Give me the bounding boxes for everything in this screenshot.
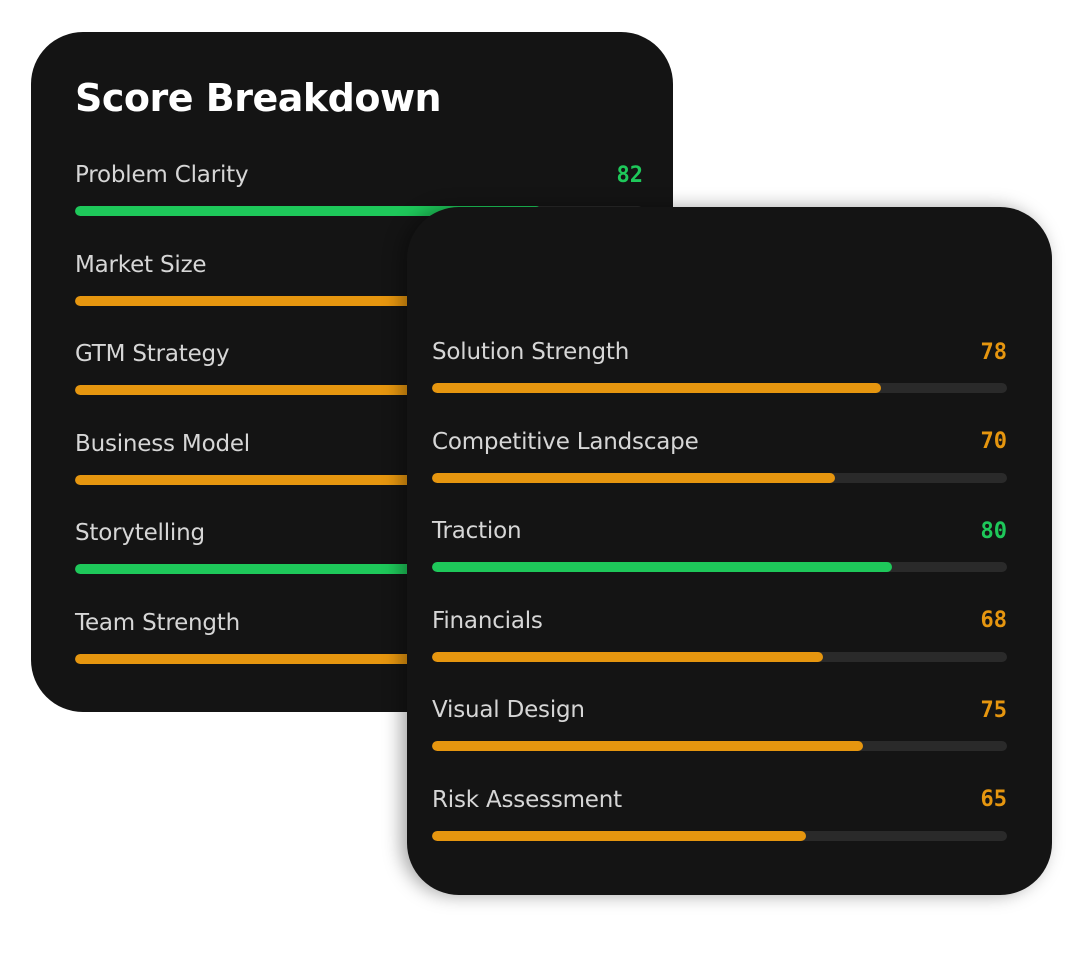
progress-fill	[75, 474, 643, 485]
metric-score: 70	[980, 429, 1008, 454]
metric-business-model: Business Model	[75, 429, 643, 519]
metric-score: 80	[980, 518, 1008, 544]
metric-gtm-strategy: GTM Strategy	[75, 339, 643, 429]
metric-label: Competitive Landscape	[432, 428, 699, 455]
progress-fill	[432, 741, 864, 751]
metric-storytelling: Storytelling	[75, 518, 643, 608]
progress-bar	[432, 383, 1007, 393]
back-metric-list: Problem Clarity 82 Market Size GTM Strat…	[75, 160, 643, 697]
progress-fill	[75, 385, 643, 395]
metric-label: Storytelling	[75, 520, 205, 546]
progress-bar	[432, 651, 1007, 662]
metric-label: Problem Clarity	[75, 162, 249, 188]
progress-bar	[432, 472, 1007, 483]
progress-fill	[432, 472, 835, 483]
progress-fill	[75, 564, 643, 574]
metric-score: 68	[980, 608, 1008, 633]
front-metric-list: Solution Strength 78 Competitive Landsca…	[432, 337, 1007, 874]
progress-fill	[432, 651, 823, 662]
metric-competitive-landscape: Competitive Landscape 70	[432, 427, 1007, 517]
metric-label: Financials	[432, 607, 543, 634]
progress-bar	[75, 295, 643, 306]
score-detail-card: Solution Strength 78 Competitive Landsca…	[407, 207, 1052, 895]
progress-fill	[432, 383, 881, 393]
progress-fill	[432, 830, 806, 841]
progress-bar	[75, 474, 643, 485]
progress-bar	[432, 830, 1007, 841]
card-title: Score Breakdown	[75, 76, 442, 120]
metric-solution-strength: Solution Strength 78	[432, 337, 1007, 427]
metric-financials: Financials 68	[432, 606, 1007, 696]
metric-label: Visual Design	[432, 697, 585, 723]
metric-traction: Traction 80	[432, 516, 1007, 606]
progress-fill	[75, 206, 541, 216]
metric-label: Business Model	[75, 430, 250, 457]
progress-bar	[432, 741, 1007, 751]
progress-fill	[75, 295, 643, 306]
progress-fill	[75, 653, 643, 664]
metric-team-strength: Team Strength	[75, 608, 643, 698]
metric-market-size: Market Size	[75, 250, 643, 340]
metric-label: GTM Strategy	[75, 341, 230, 367]
progress-bar	[75, 653, 643, 664]
progress-bar	[75, 564, 643, 574]
metric-label: Solution Strength	[432, 339, 630, 365]
metric-score: 82	[616, 162, 644, 188]
metric-label: Market Size	[75, 251, 207, 278]
metric-score: 75	[980, 697, 1008, 723]
progress-bar	[75, 385, 643, 395]
progress-bar	[75, 206, 643, 216]
metric-score: 65	[980, 787, 1008, 812]
metric-label: Team Strength	[75, 609, 240, 636]
progress-fill	[432, 562, 892, 572]
metric-score: 78	[980, 339, 1008, 365]
metric-risk-assessment: Risk Assessment 65	[432, 785, 1007, 875]
metric-visual-design: Visual Design 75	[432, 695, 1007, 785]
metric-label: Traction	[432, 518, 522, 544]
metric-problem-clarity: Problem Clarity 82	[75, 160, 643, 250]
metric-label: Risk Assessment	[432, 786, 622, 813]
progress-bar	[432, 562, 1007, 572]
